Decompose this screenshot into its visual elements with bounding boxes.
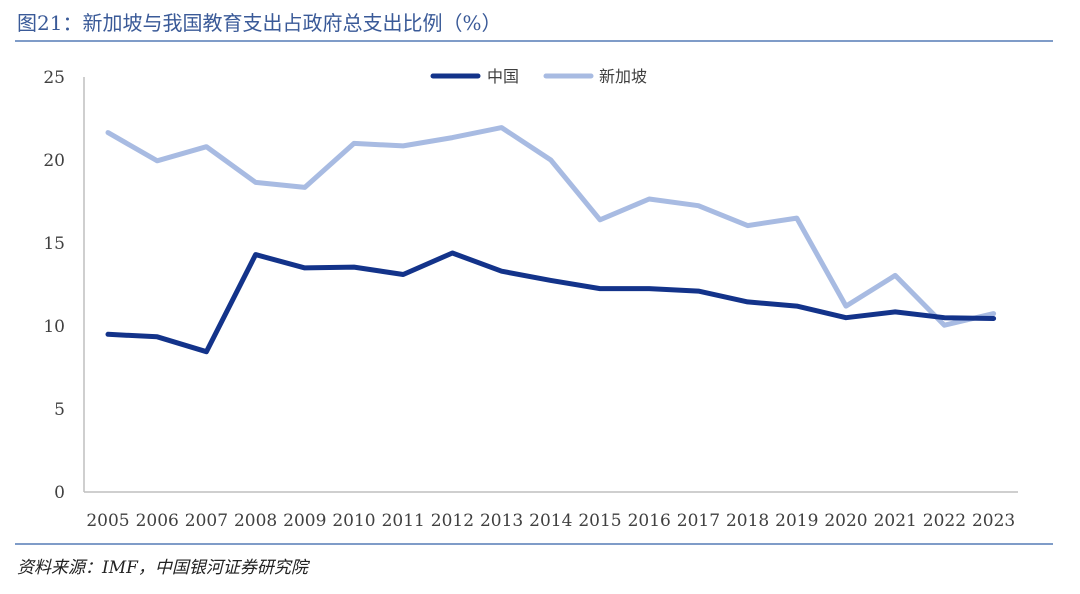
x-tick-label: 2013 — [480, 511, 523, 531]
x-tick-label: 2019 — [775, 511, 818, 531]
chart-legend: 中国 新加坡 — [430, 67, 647, 86]
x-tick-label: 2010 — [332, 511, 375, 531]
x-tick-label: 2017 — [677, 511, 720, 531]
y-tick-label: 10 — [43, 317, 65, 337]
x-tick-label: 2018 — [726, 511, 769, 531]
x-tick-label: 2005 — [86, 511, 129, 531]
x-tick-label: 2006 — [136, 511, 179, 531]
legend-label: 新加坡 — [599, 67, 647, 86]
figure-title: 图21：新加坡与我国教育支出占政府总支出比例（%） — [17, 11, 502, 35]
x-tick-label: 2022 — [923, 511, 966, 531]
x-tick-label: 2021 — [874, 511, 917, 531]
x-tick-label: 2008 — [234, 511, 277, 531]
y-tick-label: 20 — [43, 151, 65, 171]
series-line-0 — [105, 250, 997, 355]
series-line-1 — [105, 125, 997, 328]
y-tick-label: 25 — [43, 68, 65, 88]
x-tick-label: 2011 — [382, 511, 425, 531]
title-divider — [15, 40, 1053, 42]
y-tick-label: 15 — [43, 234, 65, 254]
chart-axes — [83, 77, 1018, 493]
y-tick-label: 0 — [54, 483, 65, 503]
x-tick-label: 2012 — [431, 511, 474, 531]
source-note: 资料来源：IMF，中国银河证券研究院 — [17, 558, 308, 578]
y-tick-label: 5 — [54, 400, 65, 420]
series-lines — [105, 125, 997, 355]
x-tick-label: 2020 — [824, 511, 867, 531]
x-tick-label: 2014 — [529, 511, 572, 531]
x-tick-label: 2007 — [185, 511, 228, 531]
x-tick-label: 2023 — [972, 511, 1015, 531]
x-tick-label: 2015 — [578, 511, 621, 531]
footer-divider — [15, 543, 1053, 545]
x-tick-label: 2016 — [628, 511, 671, 531]
x-tick-label: 2009 — [283, 511, 326, 531]
x-axis-ticks: 2005 2006 2007 2008 2009 2010 2011 2012 2013 2014… — [86, 511, 1015, 531]
legend-label: 中国 — [487, 67, 519, 86]
y-axis-ticks: 0 5 10 15 20 25 — [43, 68, 65, 503]
